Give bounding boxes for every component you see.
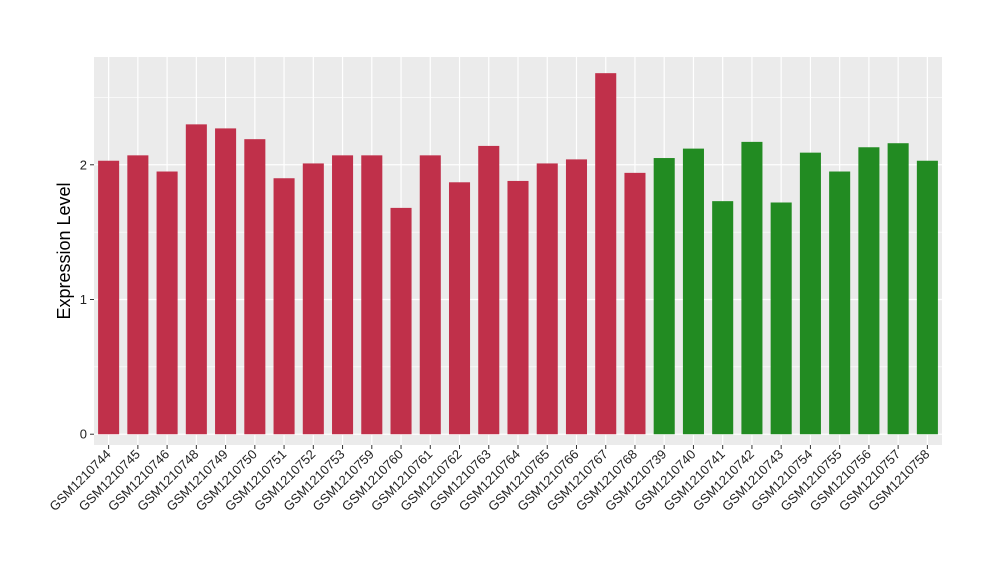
- bar-GSM1210764: [507, 180, 529, 435]
- bar-GSM1210743: [770, 202, 792, 435]
- y-tick-label: 2: [80, 157, 87, 172]
- bar-GSM1210744: [98, 160, 120, 435]
- bar-GSM1210755: [829, 171, 851, 435]
- y-axis-title: Expression Level: [54, 182, 74, 319]
- bar-GSM1210750: [244, 139, 266, 435]
- bar-GSM1210746: [156, 171, 178, 435]
- bar-GSM1210768: [624, 172, 646, 435]
- bar-GSM1210739: [653, 158, 675, 435]
- bar-GSM1210742: [741, 141, 763, 435]
- bar-GSM1210766: [565, 159, 588, 435]
- bar-GSM1210757: [887, 143, 909, 435]
- bar-GSM1210748: [185, 124, 207, 435]
- bar-GSM1210756: [858, 147, 880, 435]
- bar-GSM1210765: [536, 163, 558, 435]
- bar-GSM1210763: [478, 145, 500, 435]
- bar-GSM1210758: [916, 160, 938, 435]
- bar-GSM1210760: [390, 207, 412, 435]
- bar-GSM1210754: [799, 152, 821, 435]
- bar-GSM1210745: [127, 155, 149, 435]
- bars: [98, 73, 938, 435]
- bar-GSM1210767: [595, 73, 617, 435]
- bar-GSM1210751: [273, 178, 295, 435]
- bar-GSM1210752: [302, 163, 324, 435]
- bar-GSM1210749: [215, 128, 237, 435]
- bar-GSM1210759: [361, 155, 383, 435]
- y-axis: 0 1 2: [80, 157, 94, 442]
- bar-GSM1210753: [332, 155, 354, 435]
- x-axis: GSM1210744GSM1210745GSM1210746GSM1210748…: [46, 445, 933, 514]
- y-tick-label: 0: [80, 427, 87, 442]
- bar-GSM1210740: [682, 148, 704, 435]
- bar-GSM1210762: [448, 182, 471, 435]
- bar-GSM1210741: [712, 201, 734, 435]
- y-tick-label: 1: [80, 292, 87, 307]
- bar-GSM1210761: [419, 155, 441, 435]
